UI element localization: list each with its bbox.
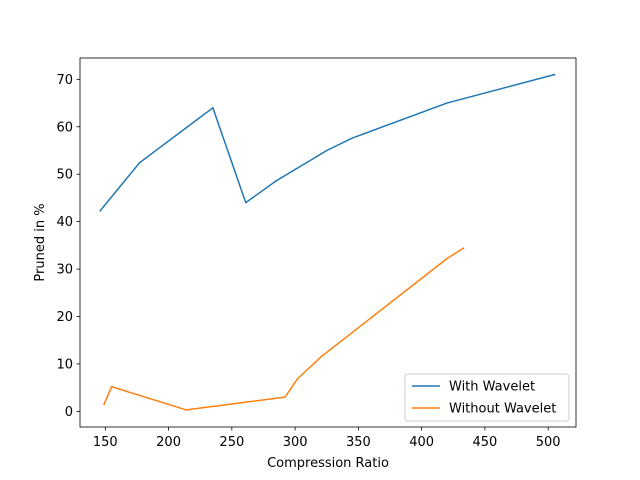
data-point-with-wavelet bbox=[446, 102, 448, 104]
data-point-without-wavelet bbox=[110, 385, 113, 388]
data-point-with-wavelet bbox=[553, 73, 556, 76]
data-point-with-wavelet bbox=[245, 201, 247, 204]
data-point-with-wavelet bbox=[351, 137, 353, 139]
y-tick-label: 60 bbox=[56, 120, 73, 135]
legend-label-without-wavelet: Without Wavelet bbox=[449, 402, 556, 417]
x-axis-label: Compression Ratio bbox=[267, 456, 389, 471]
x-tick-label: 250 bbox=[219, 435, 244, 450]
y-tick-label: 30 bbox=[56, 263, 73, 278]
legend: With Wavelet Without Wavelet bbox=[404, 373, 570, 422]
x-tick-label: 150 bbox=[93, 435, 118, 450]
x-tick-label: 500 bbox=[536, 435, 561, 450]
x-tick-label: 400 bbox=[409, 435, 434, 450]
x-tick-label: 350 bbox=[346, 435, 371, 450]
data-point-without-wavelet bbox=[320, 355, 323, 358]
y-tick-label: 50 bbox=[56, 168, 73, 183]
x-tick-label: 200 bbox=[156, 435, 181, 450]
data-point-without-wavelet bbox=[462, 247, 465, 249]
data-point-with-wavelet bbox=[138, 162, 141, 164]
legend-box bbox=[404, 373, 570, 422]
y-tick-label: 40 bbox=[56, 215, 73, 230]
data-point-with-wavelet bbox=[99, 209, 101, 212]
y-tick-label: 20 bbox=[56, 310, 73, 325]
series-line-without-wavelet bbox=[103, 247, 465, 411]
data-point-without-wavelet bbox=[296, 377, 299, 380]
data-point-with-wavelet bbox=[325, 149, 328, 152]
data-point-with-wavelet bbox=[212, 107, 214, 109]
data-point-without-wavelet bbox=[185, 409, 188, 411]
data-point-without-wavelet bbox=[284, 396, 286, 398]
plot-frame bbox=[79, 57, 577, 428]
data-point-without-wavelet bbox=[103, 403, 105, 405]
legend-label-with-wavelet: With Wavelet bbox=[449, 380, 535, 395]
data-point-without-wavelet bbox=[446, 257, 448, 260]
y-tick-label: 10 bbox=[56, 357, 73, 372]
y-axis-label: Pruned in % bbox=[33, 203, 48, 281]
x-axis-ticks: 150 200 250 300 350 400 450 500 bbox=[93, 427, 561, 450]
y-axis-ticks: 0 10 20 30 40 50 60 70 bbox=[56, 73, 80, 420]
x-tick-label: 300 bbox=[283, 435, 308, 450]
y-tick-label: 70 bbox=[56, 73, 73, 88]
data-point-with-wavelet bbox=[294, 168, 296, 171]
series-line-with-wavelet bbox=[99, 73, 556, 212]
series-layer bbox=[99, 73, 556, 411]
data-point-with-wavelet bbox=[275, 180, 277, 182]
y-tick-label: 0 bbox=[65, 405, 73, 420]
x-tick-label: 450 bbox=[472, 435, 497, 450]
